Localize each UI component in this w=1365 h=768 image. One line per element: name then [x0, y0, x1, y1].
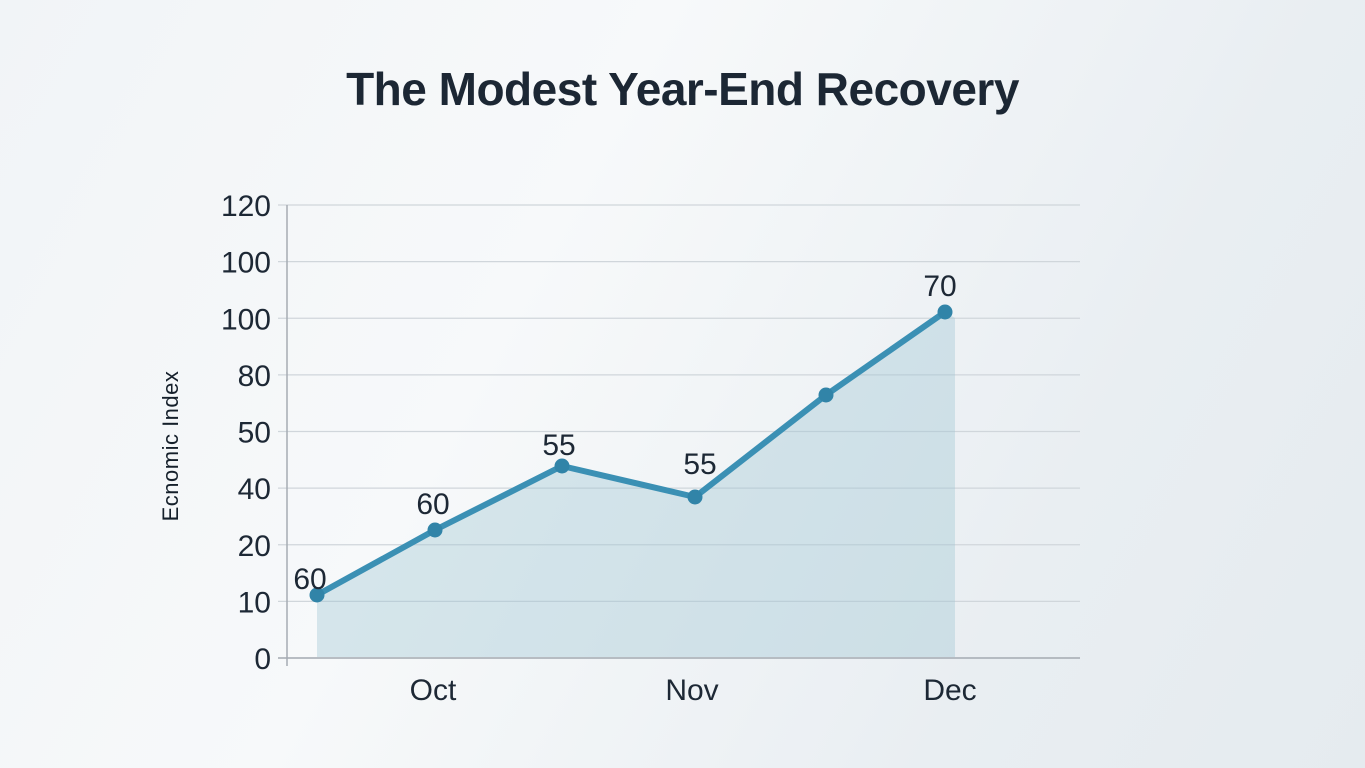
- y-tick-label: 40: [238, 473, 271, 506]
- y-tick-label: 20: [238, 530, 271, 563]
- data-line: [314, 309, 948, 598]
- data-point-label: 55: [683, 448, 716, 481]
- data-point: [554, 458, 570, 474]
- y-tick-label: 10: [238, 586, 271, 619]
- y-tick-label: 100: [221, 303, 271, 336]
- chart-title: The Modest Year-End Recovery: [346, 63, 1019, 115]
- y-tick-label: 80: [238, 360, 271, 393]
- y-tick-label: 120: [221, 190, 271, 223]
- data-point-label: 60: [293, 563, 326, 596]
- y-tick-label: 0: [254, 643, 271, 676]
- y-tick-label: 100: [221, 247, 271, 280]
- data-point-label: 60: [416, 488, 449, 521]
- x-tick-label: Dec: [923, 674, 976, 707]
- x-tick-label: Nov: [665, 674, 718, 707]
- x-tick-label: Oct: [410, 674, 457, 707]
- data-point: [818, 387, 834, 403]
- y-tick-label: 50: [238, 417, 271, 450]
- data-point: [309, 587, 325, 603]
- data-point-label: 55: [542, 429, 575, 462]
- data-point: [687, 489, 703, 505]
- data-point: [937, 304, 953, 320]
- data-point-label: 70: [923, 270, 956, 303]
- data-point: [427, 522, 443, 538]
